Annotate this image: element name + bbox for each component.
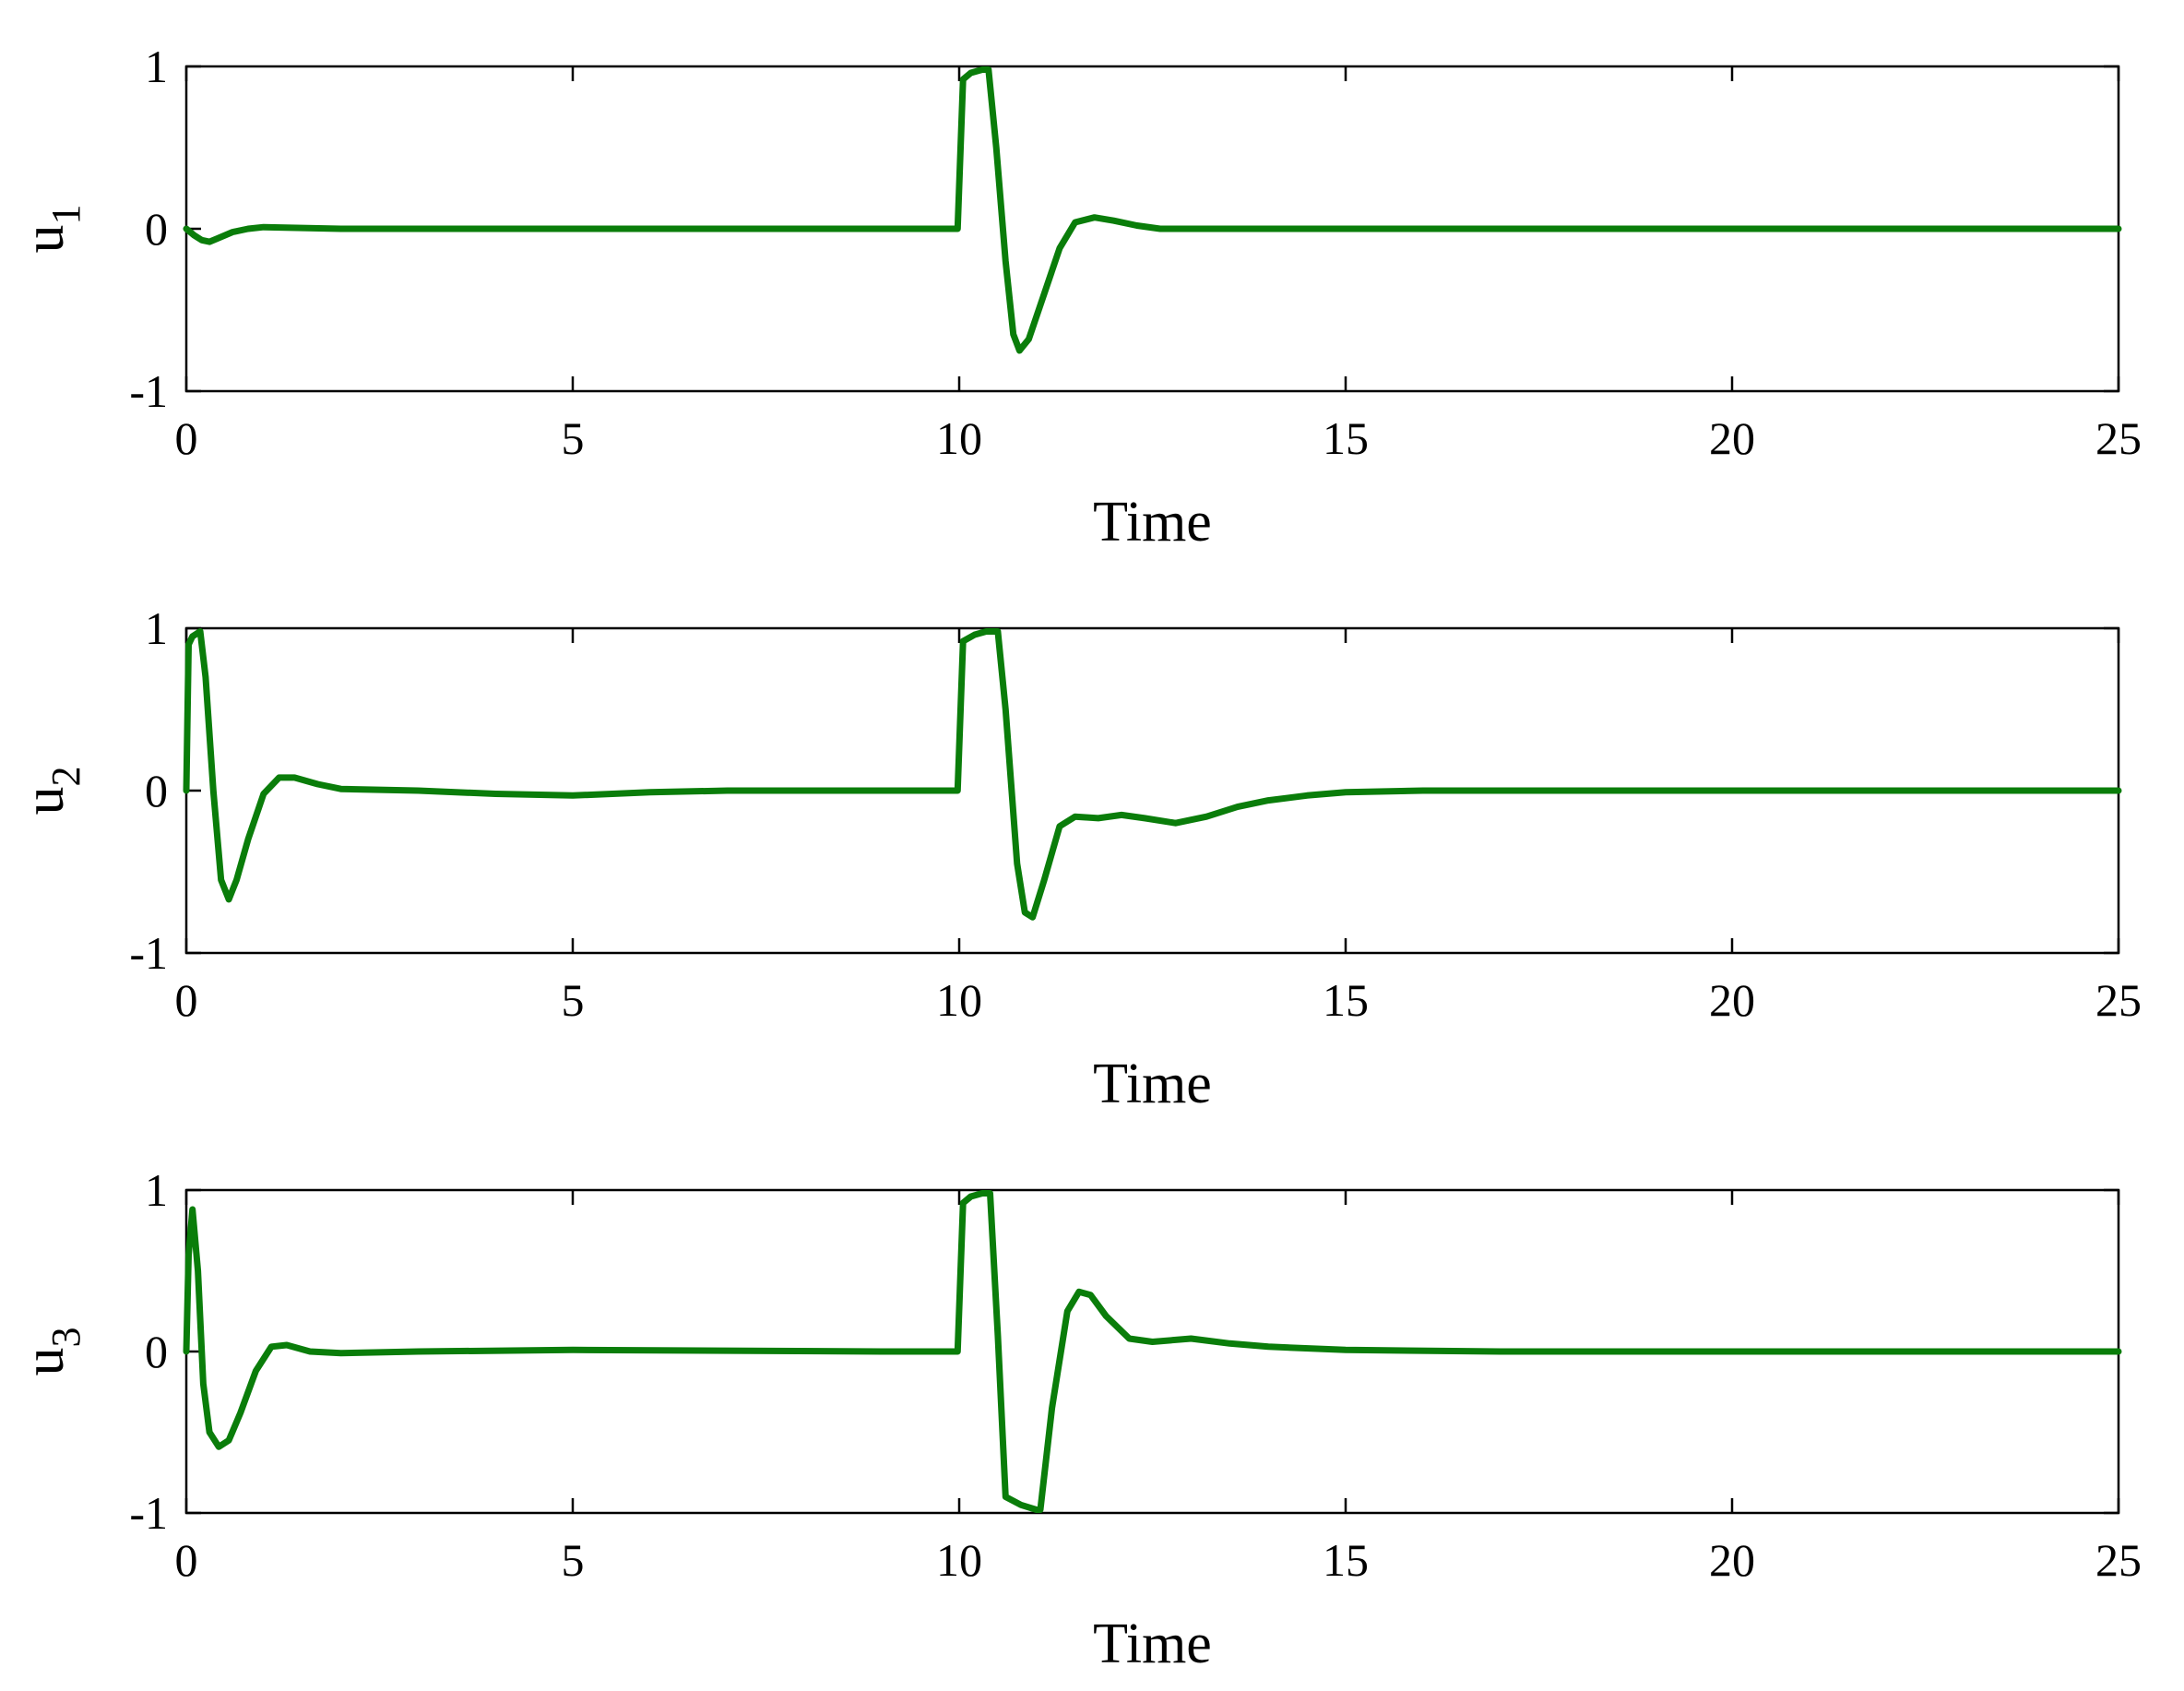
xtick-label: 5 bbox=[562, 974, 585, 1026]
yaxis-title-main: u bbox=[13, 787, 76, 816]
xtick-label: 5 bbox=[562, 412, 585, 464]
ytick-label: 0 bbox=[145, 203, 168, 255]
xtick-label: 20 bbox=[1709, 412, 1755, 464]
yaxis-title-main: u bbox=[13, 1348, 76, 1376]
xtick-label: 25 bbox=[2095, 412, 2142, 464]
xtick-label: 0 bbox=[175, 412, 198, 464]
series-line-u1 bbox=[183, 66, 2122, 354]
ytick-label: 1 bbox=[145, 602, 168, 654]
xtick-label: 5 bbox=[562, 1534, 585, 1586]
xtick-label: 0 bbox=[175, 1534, 198, 1586]
xtick-label: 10 bbox=[936, 412, 982, 464]
yaxis-title-u3: u3 bbox=[13, 1328, 89, 1376]
xtick-label: 10 bbox=[936, 1534, 982, 1586]
yaxis-title-u2: u2 bbox=[13, 767, 89, 816]
xtick-label: 25 bbox=[2095, 974, 2142, 1026]
yaxis-title-main: u bbox=[13, 225, 76, 254]
ytick-label: 1 bbox=[145, 41, 168, 92]
ytick-label: -1 bbox=[129, 1487, 168, 1539]
xtick-label: 0 bbox=[175, 974, 198, 1026]
xtick-label: 15 bbox=[1323, 412, 1369, 464]
series-line-u3 bbox=[183, 1190, 2122, 1513]
xtick-label: 15 bbox=[1323, 974, 1369, 1026]
yaxis-title-subscript: 3 bbox=[43, 1328, 89, 1348]
xtick-label: 15 bbox=[1323, 1534, 1369, 1586]
xtick-label: 10 bbox=[936, 974, 982, 1026]
xaxis-title-u3: Time bbox=[1093, 1613, 1212, 1675]
ytick-label: 1 bbox=[145, 1164, 168, 1216]
yaxis-title-subscript: 2 bbox=[43, 767, 89, 787]
ytick-label: 0 bbox=[145, 1326, 168, 1377]
yaxis-title-subscript: 1 bbox=[43, 205, 89, 225]
xtick-label: 20 bbox=[1709, 974, 1755, 1026]
xtick-label: 20 bbox=[1709, 1534, 1755, 1586]
xaxis-title-u1: Time bbox=[1093, 491, 1212, 554]
xtick-label: 25 bbox=[2095, 1534, 2142, 1586]
ytick-label: -1 bbox=[129, 927, 168, 979]
ytick-label: -1 bbox=[129, 365, 168, 417]
yaxis-title-u1: u1 bbox=[13, 205, 89, 254]
xaxis-title-u2: Time bbox=[1093, 1053, 1212, 1115]
series-line-u2 bbox=[183, 628, 2122, 921]
ytick-label: 0 bbox=[145, 765, 168, 816]
